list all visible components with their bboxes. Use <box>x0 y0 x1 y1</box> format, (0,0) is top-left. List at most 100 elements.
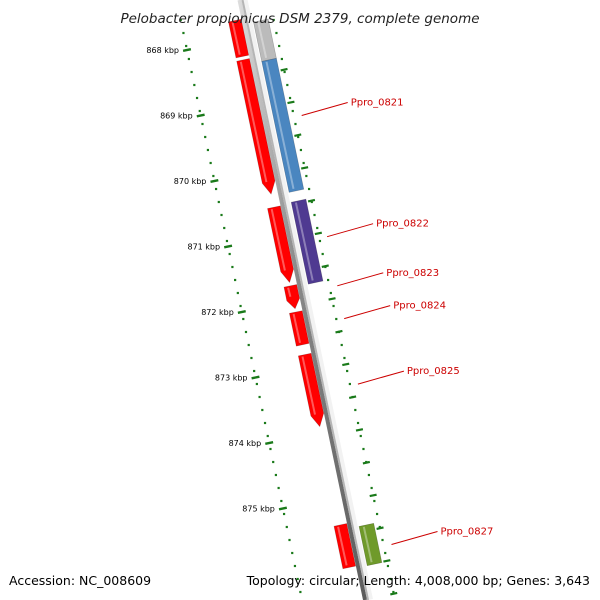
kbp-tick-mark <box>265 441 274 445</box>
ruler-dot-right <box>392 590 395 594</box>
gene-label[interactable]: Ppro_0821 <box>351 98 404 109</box>
ruler-dot-left <box>255 382 258 386</box>
gene-feature-outer[interactable] <box>283 284 300 310</box>
ruler-dot-left <box>293 564 297 568</box>
ruler-dot-left <box>282 512 286 516</box>
minor-tick-mark <box>355 428 364 432</box>
gene-shine <box>292 313 301 344</box>
ruler-dot-right <box>280 57 283 61</box>
ruler-dot-right <box>278 44 281 48</box>
ruler-dot-right <box>302 161 305 165</box>
ruler-dot-left <box>185 44 188 48</box>
kbp-tick-mark <box>237 310 246 314</box>
kbp-tick-label: 871 kbp <box>187 243 220 252</box>
ruler-dot-left <box>187 57 190 61</box>
minor-tick-mark <box>307 198 316 203</box>
ruler-dot-right <box>375 512 379 516</box>
ruler-dot-right <box>343 356 346 360</box>
ruler-dot-right <box>384 551 387 555</box>
minor-tick-mark <box>342 362 350 367</box>
gene-feature-inner[interactable] <box>358 522 383 567</box>
ruler-dot-right <box>321 252 324 256</box>
gene-feature-outer[interactable] <box>236 58 276 195</box>
ruler-dot-left <box>288 538 291 542</box>
gene-label[interactable]: Ppro_0825 <box>407 366 460 377</box>
ruler-dot-left <box>266 434 269 438</box>
ruler-dot-left <box>236 291 239 295</box>
ruler-dot-right <box>346 369 349 373</box>
ruler-dot-left <box>299 590 302 594</box>
gene-label[interactable]: Ppro_0822 <box>376 219 429 230</box>
gene-labels: Ppro_0821 Ppro_0822 Ppro_0823 Ppro_0824 Ppro… <box>301 98 494 545</box>
gene-shine <box>362 526 373 563</box>
kbp-ruler: 868 kbp 869 kbp 870 kbp 871 kbp 872 kbp 873 k… <box>146 46 398 596</box>
ruler-dot-left <box>277 486 280 490</box>
ruler-dot-left <box>179 18 182 22</box>
minor-tick-mark <box>314 231 323 236</box>
minor-tick-mark <box>328 297 336 301</box>
ruler-dot-left <box>263 421 267 425</box>
ruler-dot-right <box>329 291 332 295</box>
minor-tick-mark <box>348 395 357 399</box>
ruler-dot-left <box>258 395 261 399</box>
ruler-dot-right <box>305 174 308 178</box>
gene-feature-inner[interactable] <box>290 198 324 285</box>
gene-label[interactable]: Ppro_0823 <box>386 268 439 279</box>
ruler-dot-right <box>354 408 357 412</box>
genome-backbone <box>237 0 373 600</box>
accession-text: Accession: NC_008609 <box>9 573 152 588</box>
ruler-dot-left <box>274 473 278 477</box>
gene-feature-outer[interactable] <box>333 523 356 570</box>
gene-label[interactable]: Ppro_0824 <box>393 301 446 312</box>
ruler-dot-right <box>283 70 286 74</box>
ruler-dot-left <box>244 330 248 334</box>
ruler-dot-left <box>225 239 229 243</box>
gene-feature-outer[interactable] <box>289 310 310 347</box>
ruler-dot-right <box>356 421 360 425</box>
gene-label[interactable]: Ppro_0827 <box>441 527 494 538</box>
ruler-dot-left <box>280 499 283 503</box>
ruler-dot-left <box>247 343 250 347</box>
ruler-dot-right <box>340 343 343 347</box>
gene-feature-outer[interactable] <box>267 205 294 284</box>
minor-tick-mark <box>390 591 398 596</box>
kbp-tick-mark <box>210 179 219 183</box>
gene-label-leader <box>344 305 391 320</box>
ruler-dot-right <box>286 83 289 87</box>
gene-shine <box>231 22 241 55</box>
ruler-dot-left <box>198 109 201 113</box>
ruler-dot-left <box>212 174 215 178</box>
gene-label-leader <box>326 223 374 238</box>
ruler-dot-left <box>296 577 299 581</box>
ruler-dot-right <box>386 564 390 568</box>
ruler-dot-right <box>291 109 294 113</box>
gene-shine <box>287 287 292 297</box>
ruler-dot-right <box>378 525 381 529</box>
gene-feature-inner[interactable] <box>261 57 305 193</box>
ruler-dot-left <box>182 31 185 35</box>
ruler-dot-right <box>307 187 311 191</box>
ruler-dot-left <box>253 369 256 373</box>
ruler-dot-right <box>335 317 338 321</box>
kbp-tick-mark <box>223 244 233 249</box>
backbone-edge <box>241 0 370 600</box>
minor-tick-mark <box>287 100 295 105</box>
ruler-dot-right <box>327 278 330 282</box>
gene-feature-outer[interactable] <box>297 352 325 428</box>
kbp-tick-label: 875 kbp <box>242 505 275 514</box>
ruler-dot-left <box>272 460 275 464</box>
ruler-dots <box>179 18 395 594</box>
gene-feature-outer[interactable] <box>228 18 250 59</box>
kbp-tick-mark <box>278 506 288 511</box>
gene-shine <box>337 526 348 566</box>
gene-label-leader <box>301 102 348 116</box>
kbp-tick-mark <box>182 48 192 52</box>
ruler-dot-left <box>201 122 204 126</box>
ruler-dot-right <box>389 577 392 581</box>
ruler-dot-right <box>316 226 319 230</box>
ruler-dot-left <box>242 317 245 321</box>
ruler-dot-left <box>190 70 193 74</box>
ruler-dot-right <box>297 135 300 139</box>
minor-tick-mark <box>321 264 329 268</box>
